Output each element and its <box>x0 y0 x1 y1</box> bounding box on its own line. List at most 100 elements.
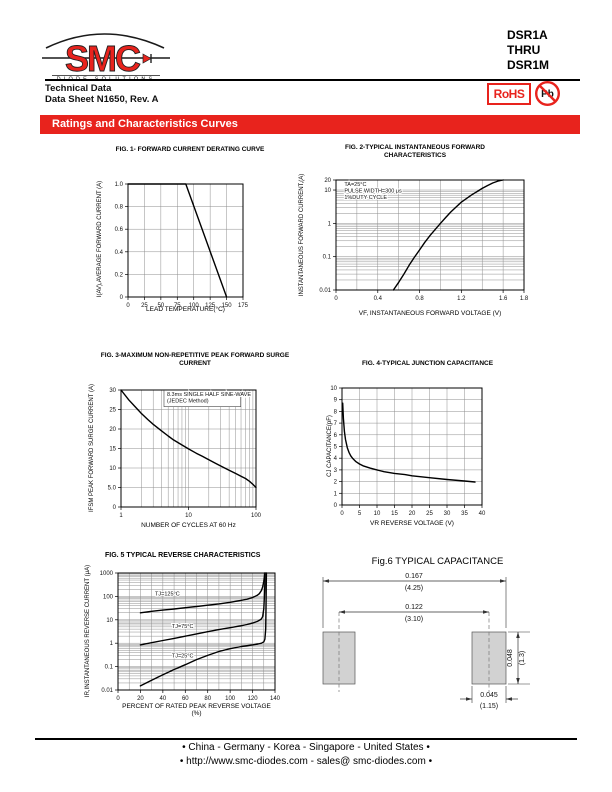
svg-text:125: 125 <box>205 303 216 309</box>
svg-text:0.8: 0.8 <box>115 205 124 211</box>
svg-text:10: 10 <box>106 618 113 624</box>
pad-dim-mm: (1.15) <box>480 703 498 710</box>
svg-text:TJ=75°C: TJ=75°C <box>172 624 194 630</box>
svg-text:20: 20 <box>109 427 116 433</box>
svg-text:1: 1 <box>334 491 338 497</box>
fig1-x-axis-label: LEAD TEMPERATURE(°C) <box>146 306 225 313</box>
fig5-title: FIG. 5 TYPICAL REVERSE CHARACTERISTICS <box>105 552 261 559</box>
part-number-first: DSR1A <box>507 28 548 42</box>
svg-text:75: 75 <box>174 303 181 309</box>
svg-text:175: 175 <box>238 303 249 309</box>
footer-locations: • China - Germany - Korea - Singapore - … <box>182 742 430 753</box>
fig4-chart-svg: 0 5 10 15 20 25 30 35 40 0 1 2 3 4 5 6 7 8 9 10 <box>330 386 486 517</box>
svg-text:0: 0 <box>334 503 338 509</box>
svg-text:6: 6 <box>334 433 338 439</box>
svg-text:120: 120 <box>248 696 259 702</box>
fig1-forward-current-derating: FIG. 1- FORWARD CURRENT DERATING CURVE I… <box>75 142 305 325</box>
fig5-reverse-characteristics: FIG. 5 TYPICAL REVERSE CHARACTERISTICS I… <box>75 548 315 723</box>
svg-text:0.4: 0.4 <box>374 296 383 302</box>
svg-text:10: 10 <box>330 386 337 392</box>
fig2-title: FIG. 2-TYPICAL INSTANTANEOUS FORWARD CHA… <box>345 144 485 159</box>
svg-text:0.1: 0.1 <box>323 255 332 261</box>
smc-logo: SMC DIODE SOLUTIONS <box>42 33 170 82</box>
svg-text:100: 100 <box>225 696 236 702</box>
svg-text:1: 1 <box>110 641 114 647</box>
svg-text:10: 10 <box>185 513 192 519</box>
svg-text:15: 15 <box>109 447 116 453</box>
fig5-x-axis-label: PERCENT OF RATED PEAK REVERSE VOLTAGE (%… <box>122 703 271 717</box>
svg-text:1.2: 1.2 <box>457 296 466 302</box>
svg-text:100: 100 <box>103 594 114 600</box>
svg-text:0: 0 <box>120 295 124 301</box>
fig4-junction-capacitance: FIG. 4-TYPICAL JUNCTION CAPACITANCE CJ C… <box>315 352 540 540</box>
overall-dim-inches: 0.167 <box>405 573 423 580</box>
rohs-badge: RoHS <box>487 83 531 105</box>
svg-text:0: 0 <box>334 296 338 302</box>
svg-text:100: 100 <box>189 303 200 309</box>
svg-text:30: 30 <box>109 388 116 394</box>
svg-text:5: 5 <box>358 511 362 517</box>
pb-free-icon: Pb <box>534 80 561 107</box>
svg-text:15: 15 <box>391 511 398 517</box>
fig4-title: FIG. 4-TYPICAL JUNCTION CAPACITANCE <box>361 360 494 367</box>
svg-text:0.2: 0.2 <box>115 272 124 278</box>
svg-text:25: 25 <box>426 511 433 517</box>
svg-text:100: 100 <box>251 513 262 519</box>
svg-text:35: 35 <box>461 511 468 517</box>
svg-text:7: 7 <box>334 421 338 427</box>
svg-text:4: 4 <box>334 456 338 462</box>
svg-text:60: 60 <box>182 696 189 702</box>
svg-text:150: 150 <box>222 303 233 309</box>
svg-text:10: 10 <box>374 511 381 517</box>
svg-text:50: 50 <box>158 303 165 309</box>
fig2-instantaneous-forward: FIG. 2-TYPICAL INSTANTANEOUS FORWARD CHA… <box>290 142 530 325</box>
svg-text:40: 40 <box>160 696 167 702</box>
svg-text:5: 5 <box>334 445 338 451</box>
svg-text:0.01: 0.01 <box>319 288 331 294</box>
logo-tagline: DIODE SOLUTIONS <box>57 77 156 82</box>
svg-text:1: 1 <box>119 513 123 519</box>
section-banner-title: Ratings and Characteristics Curves <box>52 118 238 130</box>
curve-instantaneous-forward <box>392 179 504 291</box>
pitch-dim-mm: (3.10) <box>405 616 423 623</box>
fig2-x-axis-label: VF, INSTANTANEOUS FORWARD VOLTAGE (V) <box>358 310 502 317</box>
svg-text:TJ=25°C: TJ=25°C <box>172 653 194 659</box>
fig3-x-axis-label: NUMBER OF CYCLES AT 60 Hz <box>141 522 236 529</box>
height-dim-mm: (1.3) <box>519 651 526 665</box>
logo-brand-text: SMC <box>65 38 141 79</box>
svg-text:1.0: 1.0 <box>115 182 124 188</box>
svg-text:0: 0 <box>116 696 120 702</box>
header-rule <box>45 79 580 81</box>
svg-text:1: 1 <box>328 221 332 227</box>
svg-text:0.6: 0.6 <box>115 227 124 233</box>
svg-text:TJ=125°C: TJ=125°C <box>155 591 180 597</box>
fig1-title: FIG. 1- FORWARD CURRENT DERATING CURVE <box>115 146 265 153</box>
svg-text:25: 25 <box>141 303 148 309</box>
logo-diode-symbol-icon <box>142 53 152 64</box>
curve-TJ-75C <box>139 572 266 646</box>
section-banner: Ratings and Characteristics Curves <box>40 115 580 134</box>
fig1-chart-svg: 0 25 50 75 100 125 150 175 0 0.2 0.4 0.6 0.8 1.0 <box>115 182 249 309</box>
svg-text:(JEDEC Method): (JEDEC Method) <box>167 398 209 404</box>
svg-text:2: 2 <box>334 480 338 486</box>
part-number-last: DSR1M <box>507 58 550 72</box>
curve-TJ-125C <box>139 572 266 614</box>
fig3-chart-svg: 1 10 100 0 5.0 10 15 20 25 30 8.3ms SINGLE HALF SI… <box>108 388 262 519</box>
svg-text:0.8: 0.8 <box>415 296 424 302</box>
overall-dim-mm: (4.25) <box>405 585 423 592</box>
fig6-title: Fig.6 TYPICAL CAPACITANCE <box>371 556 504 567</box>
svg-text:PULSE WIDTH=300 μs: PULSE WIDTH=300 μs <box>344 189 402 195</box>
fig3-title: FIG. 3-MAXIMUM NON-REPETITIVE PEAK FORWA… <box>100 352 290 367</box>
svg-text:20: 20 <box>324 178 331 184</box>
svg-text:80: 80 <box>204 696 211 702</box>
svg-text:3: 3 <box>334 468 338 474</box>
svg-text:20: 20 <box>137 696 144 702</box>
svg-text:10: 10 <box>324 188 331 194</box>
fig6-typical-capacitance-drawing: Fig.6 TYPICAL CAPACITANCE 0.167 (4.25) 0… <box>310 556 565 721</box>
svg-text:0: 0 <box>113 505 117 511</box>
svg-text:1000: 1000 <box>100 571 114 577</box>
curve-peak-forward-surge <box>120 389 257 489</box>
curve-TJ-25C <box>139 572 268 687</box>
svg-text:25: 25 <box>109 408 116 414</box>
